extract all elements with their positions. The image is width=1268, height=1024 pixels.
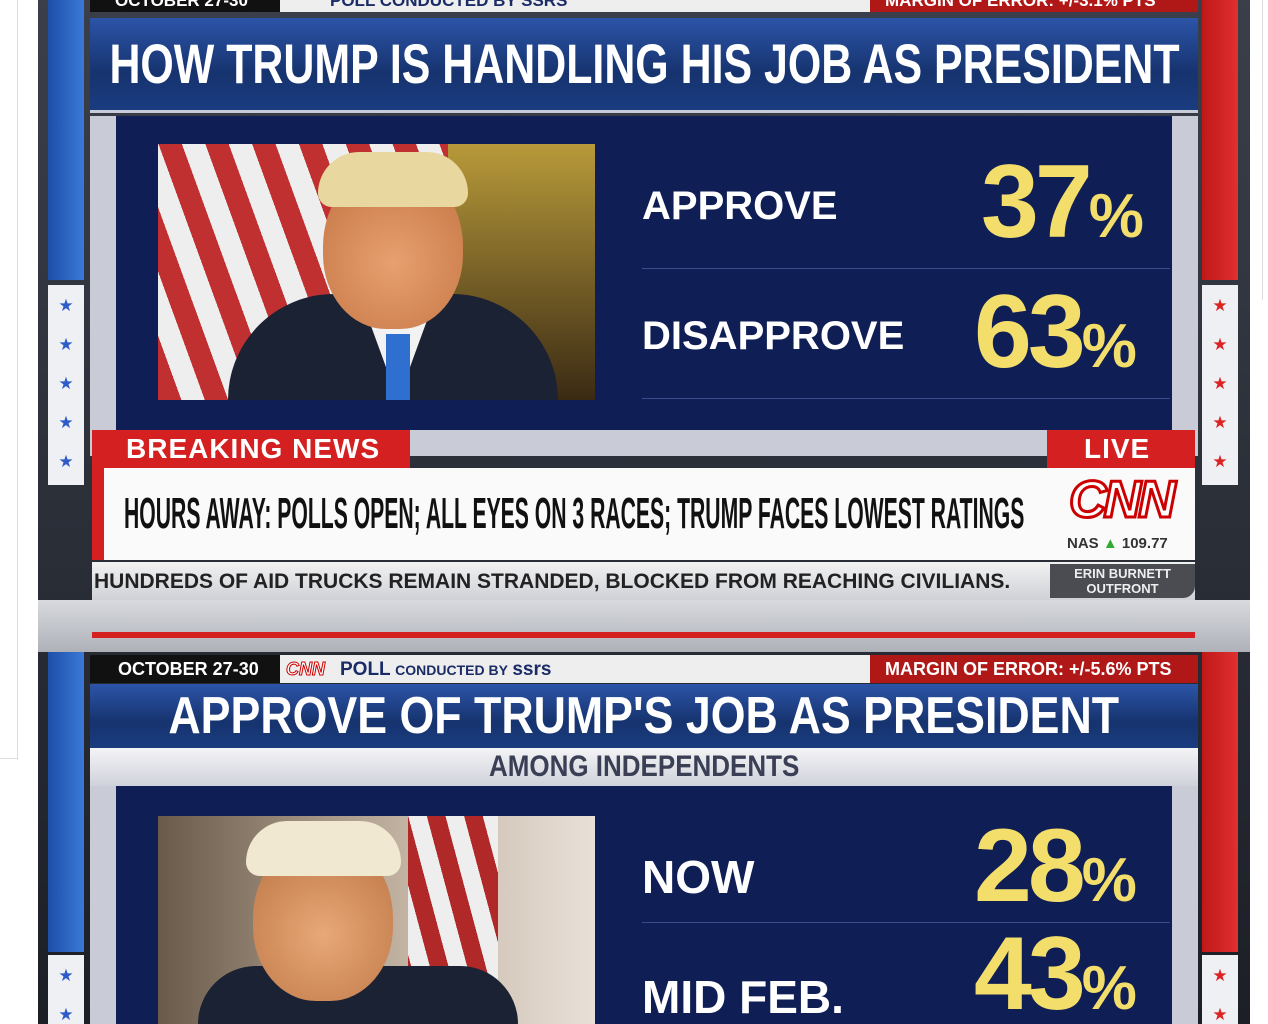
now-number: 28 bbox=[974, 808, 1086, 924]
bottom-subtitle: AMONG INDEPENDENTS bbox=[488, 750, 800, 783]
broadcast-image: ★ ★ ★ ★ ★ ★ ★ ★ ★ ★ OCTOBER 27-30 POLL CONDUCTED… bbox=[38, 0, 1250, 1024]
mid-feb-label: MID FEB. bbox=[642, 971, 844, 1023]
top-header-poll: POLL CONDUCTED BY SSRS bbox=[330, 0, 568, 10]
disapprove-unit: % bbox=[1081, 312, 1137, 381]
disapprove-value: 63% bbox=[974, 280, 1137, 384]
top-title: HOW TRUMP IS HANDLING HIS JOB AS PRESIDE… bbox=[108, 32, 1180, 95]
show-name-line2: OUTFRONT bbox=[1086, 581, 1159, 596]
market-ticker: NAS ▲ 109.77 bbox=[1067, 536, 1168, 551]
live-label: LIVE bbox=[1084, 433, 1151, 464]
right-stars-bottom: ★ ★ bbox=[1202, 955, 1238, 1024]
headline-bar: HOURS AWAY: POLLS OPEN; ALL EYES ON 3 RA… bbox=[92, 468, 1195, 560]
ticker-bar: HUNDREDS OF AID TRUCKS REMAIN STRANDED, … bbox=[92, 562, 1195, 600]
top-header-margin-box bbox=[870, 0, 1198, 12]
market-label: NAS bbox=[1067, 535, 1099, 552]
now-unit: % bbox=[1081, 846, 1137, 915]
photo-hair bbox=[246, 821, 401, 876]
bottom-header-strip: OCTOBER 27-30 CNN POLL CONDUCTED BY ssrs… bbox=[90, 655, 1198, 683]
trump-photo-top bbox=[158, 144, 595, 400]
now-value: 28% bbox=[974, 814, 1137, 918]
approve-number: 37 bbox=[981, 144, 1093, 260]
approve-value: 37% bbox=[981, 150, 1144, 254]
left-stars-bottom: ★ ★ bbox=[48, 955, 84, 1024]
bottom-header-margin: MARGIN OF ERROR: +/-5.6% PTS bbox=[885, 659, 1172, 679]
top-header-date: OCTOBER 27-30 bbox=[115, 0, 248, 10]
mid-feb-unit: % bbox=[1081, 954, 1137, 1023]
poll-ssrs: ssrs bbox=[512, 659, 552, 680]
left-blue-strip-bottom bbox=[48, 652, 84, 952]
trump-photo-bottom bbox=[158, 816, 595, 1024]
left-stars: ★ ★ ★ ★ ★ bbox=[48, 285, 84, 485]
disapprove-label: DISAPPROVE bbox=[642, 314, 905, 358]
bottom-content: NOW 28% MID FEB. 43% bbox=[116, 786, 1172, 1024]
top-header-strip: OCTOBER 27-30 POLL CONDUCTED BY SSRS MAR… bbox=[90, 0, 1198, 12]
bottom-header-date: OCTOBER 27-30 bbox=[118, 659, 259, 679]
row-divider bbox=[642, 268, 1170, 269]
bottom-header-margin-box bbox=[870, 655, 1198, 683]
approve-label: APPROVE bbox=[642, 184, 838, 228]
photo-tie bbox=[386, 334, 410, 400]
page-right-border bbox=[1262, 0, 1263, 300]
approve-unit: % bbox=[1088, 182, 1144, 251]
disapprove-number: 63 bbox=[974, 274, 1086, 390]
row-divider bbox=[642, 398, 1170, 399]
right-stars: ★ ★ ★ ★ ★ bbox=[1202, 285, 1238, 485]
top-header-margin: MARGIN OF ERROR: +/-3.1% PTS bbox=[885, 0, 1156, 10]
photo-hair bbox=[318, 152, 468, 207]
top-header-date-box bbox=[90, 0, 280, 12]
divider-red-line bbox=[92, 632, 1195, 638]
poll-word: POLL bbox=[340, 659, 391, 680]
breaking-news-tab bbox=[92, 430, 410, 468]
show-name-badge: ERIN BURNETT OUTFRONT bbox=[1050, 564, 1195, 598]
show-name-line1: ERIN BURNETT bbox=[1074, 566, 1171, 581]
top-title-bar: HOW TRUMP IS HANDLING HIS JOB AS PRESIDE… bbox=[90, 18, 1198, 113]
cnn-logo: CNN bbox=[1068, 471, 1178, 529]
panel-divider bbox=[38, 600, 1250, 652]
ticker-text: HUNDREDS OF AID TRUCKS REMAIN STRANDED, … bbox=[94, 570, 1011, 593]
bottom-subtitle-bar: AMONG INDEPENDENTS bbox=[90, 748, 1198, 786]
bottom-header-date-box bbox=[90, 655, 280, 683]
mid-feb-number: 43 bbox=[974, 916, 1086, 1024]
right-red-strip bbox=[1202, 0, 1238, 280]
bottom-header-poll: POLL CONDUCTED BY ssrs bbox=[340, 660, 551, 679]
page-left-tick bbox=[0, 758, 17, 759]
page-left-border bbox=[17, 0, 18, 760]
bottom-header-cnn-logo: CNN bbox=[286, 659, 326, 679]
poll-conducted: CONDUCTED BY bbox=[395, 662, 508, 678]
right-red-strip-bottom bbox=[1202, 652, 1238, 952]
live-tab bbox=[1047, 430, 1195, 468]
bottom-title: APPROVE OF TRUMP'S JOB AS PRESIDENT bbox=[168, 687, 1120, 745]
up-arrow-icon: ▲ bbox=[1102, 535, 1118, 552]
market-value: 109.77 bbox=[1121, 535, 1168, 552]
now-label: NOW bbox=[642, 851, 755, 903]
mid-feb-value: 43% bbox=[974, 922, 1137, 1024]
headline-text: HOURS AWAY: POLLS OPEN; ALL EYES ON 3 RA… bbox=[124, 489, 1025, 538]
breaking-news-label: BREAKING NEWS bbox=[126, 433, 381, 464]
left-blue-strip bbox=[48, 0, 84, 280]
bottom-title-bar: APPROVE OF TRUMP'S JOB AS PRESIDENT bbox=[90, 684, 1198, 748]
top-content: APPROVE 37% DISAPPROVE 63% bbox=[116, 116, 1172, 430]
row-divider bbox=[642, 922, 1170, 923]
